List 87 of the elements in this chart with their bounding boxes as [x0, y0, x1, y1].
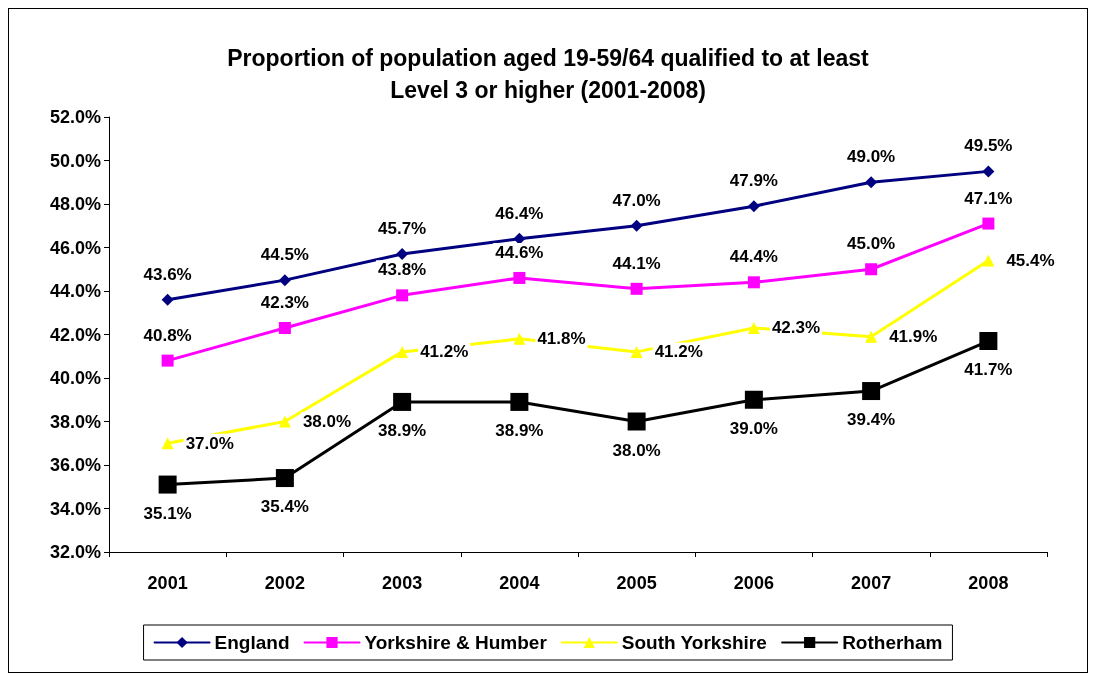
data-label: 45.4% — [1006, 251, 1055, 271]
point — [513, 271, 526, 284]
data-label: 47.1% — [964, 188, 1013, 208]
point — [627, 412, 646, 431]
point — [278, 321, 291, 334]
point — [161, 354, 174, 367]
y-tick-label: 42.0% — [49, 324, 101, 345]
data-label: 49.0% — [847, 147, 896, 167]
point — [865, 330, 878, 343]
x-tick-label: 2001 — [147, 573, 188, 593]
point — [747, 200, 760, 213]
data-label: 38.0% — [302, 412, 352, 431]
data-label: 44.6% — [495, 242, 544, 262]
point — [982, 217, 995, 230]
point — [396, 289, 409, 302]
x-tick-label: 2007 — [851, 573, 892, 593]
data-label: 49.5% — [964, 136, 1013, 156]
data-label: 39.4% — [847, 410, 896, 430]
data-label: 35.4% — [260, 497, 309, 517]
point — [161, 293, 174, 306]
point — [744, 390, 763, 409]
y-tick-label: 38.0% — [49, 411, 101, 432]
data-label: 43.8% — [378, 260, 427, 280]
data-label: 38.9% — [495, 420, 544, 440]
point — [865, 176, 878, 189]
y-tick-label: 36.0% — [49, 455, 101, 475]
y-tick-label: 52.0% — [49, 107, 101, 127]
point — [979, 332, 998, 351]
point — [630, 219, 643, 232]
x-tick-label: 2005 — [616, 573, 657, 593]
y-tick-label: 40.0% — [49, 368, 101, 388]
y-tick-label: 32.0% — [49, 542, 101, 562]
point — [158, 475, 177, 494]
data-label: 38.9% — [378, 420, 427, 440]
point — [982, 254, 995, 267]
point — [275, 469, 294, 488]
point — [513, 332, 526, 345]
y-tick-label: 46.0% — [49, 237, 101, 258]
point — [747, 321, 760, 334]
point — [161, 437, 174, 450]
point — [396, 248, 409, 261]
x-tick-label: 2003 — [382, 573, 423, 593]
point — [278, 415, 291, 428]
y-tick-label: 48.0% — [49, 194, 101, 214]
data-label: 44.1% — [612, 253, 661, 273]
data-label: 37.0% — [185, 433, 234, 453]
data-label: 45.7% — [378, 219, 427, 239]
legend-label: South Yorkshire — [621, 632, 767, 653]
data-label: 41.8% — [537, 329, 586, 349]
point — [747, 276, 760, 289]
data-label: 44.4% — [729, 247, 778, 267]
point — [278, 274, 291, 287]
y-tick-label: 50.0% — [49, 150, 101, 171]
data-label: 47.0% — [612, 190, 661, 210]
data-label: 41.2% — [420, 342, 469, 362]
y-tick-label: 34.0% — [49, 498, 101, 519]
point — [865, 263, 878, 276]
data-label: 41.2% — [654, 342, 703, 362]
data-label: 39.0% — [729, 418, 778, 438]
x-tick-label: 2008 — [968, 573, 1009, 593]
x-tick-label: 2004 — [499, 573, 540, 593]
legend-label: Rotherham — [842, 632, 943, 653]
data-label: 46.4% — [495, 203, 544, 223]
data-label: 44.5% — [260, 245, 309, 265]
data-label: 40.8% — [143, 325, 192, 345]
point — [630, 345, 643, 358]
y-tick-label: 44.0% — [49, 281, 101, 301]
point — [510, 392, 529, 411]
data-label: 42.3% — [771, 318, 821, 338]
x-tick-label: 2006 — [733, 573, 774, 593]
data-label: 47.9% — [729, 171, 778, 191]
point — [396, 345, 409, 358]
legend-label: England — [214, 632, 290, 653]
chart-title: Proportion of population aged 19-59/64 qualified to at least Level 3 or higher (2001-2008) — [227, 45, 870, 103]
data-label: 41.7% — [964, 360, 1013, 380]
legend-label: Yorkshire & Humber — [364, 632, 548, 653]
point — [982, 165, 995, 178]
data-label: 43.6% — [143, 264, 192, 284]
data-label: 41.9% — [889, 327, 938, 347]
point — [630, 282, 643, 295]
data-label: 45.0% — [847, 234, 896, 254]
data-label: 38.0% — [612, 440, 661, 460]
point — [862, 382, 881, 401]
data-label: 35.1% — [143, 503, 192, 523]
data-label: 42.3% — [260, 292, 309, 312]
point — [393, 392, 412, 411]
x-tick-label: 2002 — [264, 573, 305, 593]
